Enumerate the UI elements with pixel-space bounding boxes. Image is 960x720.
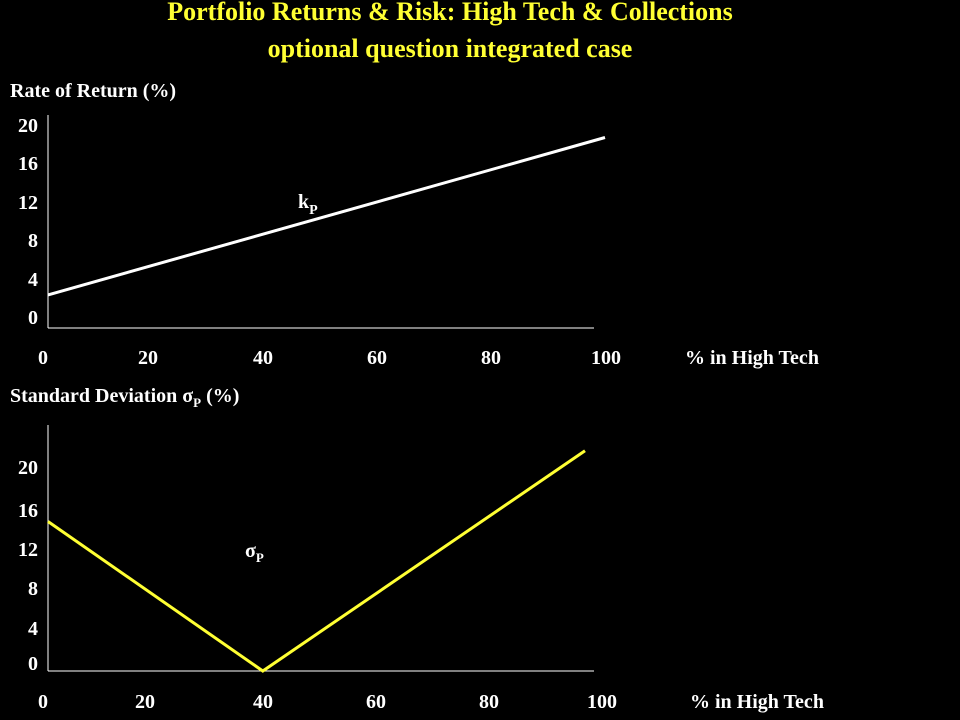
- return-series-label: kP: [298, 191, 318, 218]
- return-chart-yticks: 20 16 12 8 4 0: [18, 115, 38, 329]
- return-xtick-label: 80: [481, 347, 501, 369]
- risk-xtick-label: 40: [253, 691, 273, 713]
- return-xtick-label: 0: [38, 347, 48, 369]
- return-xtick-label: 20: [138, 347, 158, 369]
- risk-chart-xlabel: % in High Tech: [690, 691, 824, 713]
- return-ytick-label: 12: [18, 192, 38, 214]
- return-xtick-label: 100: [591, 347, 621, 369]
- return-xtick-label: 60: [367, 347, 387, 369]
- risk-chart-xticks: 0 20 40 60 80 100: [38, 691, 617, 713]
- risk-series-label: σP: [245, 540, 264, 565]
- return-chart-ylabel: Rate of Return (%): [10, 80, 176, 102]
- page-subtitle: optional question integrated case: [267, 34, 633, 63]
- return-ytick-label: 16: [18, 153, 38, 175]
- risk-xtick-label: 60: [366, 691, 386, 713]
- return-chart-xlabel: % in High Tech: [685, 347, 819, 369]
- return-ytick-label: 4: [28, 269, 38, 291]
- risk-ytick-label: 16: [18, 500, 38, 522]
- return-ytick-label: 8: [28, 230, 38, 252]
- return-ytick-label: 20: [18, 115, 38, 137]
- risk-xtick-label: 20: [135, 691, 155, 713]
- risk-chart-ylabel: Standard Deviation σP (%): [10, 385, 239, 410]
- risk-xtick-label: 100: [587, 691, 617, 713]
- risk-ytick-label: 0: [28, 653, 38, 675]
- page-title: Portfolio Returns & Risk: High Tech & Co…: [167, 0, 733, 26]
- return-chart-xticks: 0 20 40 60 80 100: [38, 347, 621, 369]
- risk-xtick-label: 80: [479, 691, 499, 713]
- risk-series-line: [47, 449, 586, 673]
- return-ytick-label: 0: [28, 307, 38, 329]
- risk-xtick-label: 0: [38, 691, 48, 713]
- risk-chart-yticks: 20 16 12 8 4 0: [18, 457, 38, 675]
- risk-ytick-label: 20: [18, 457, 38, 479]
- return-series-line: [47, 136, 606, 297]
- risk-ytick-label: 8: [28, 578, 38, 600]
- risk-ytick-label: 4: [28, 618, 38, 640]
- return-xtick-label: 40: [253, 347, 273, 369]
- risk-ytick-label: 12: [18, 539, 38, 561]
